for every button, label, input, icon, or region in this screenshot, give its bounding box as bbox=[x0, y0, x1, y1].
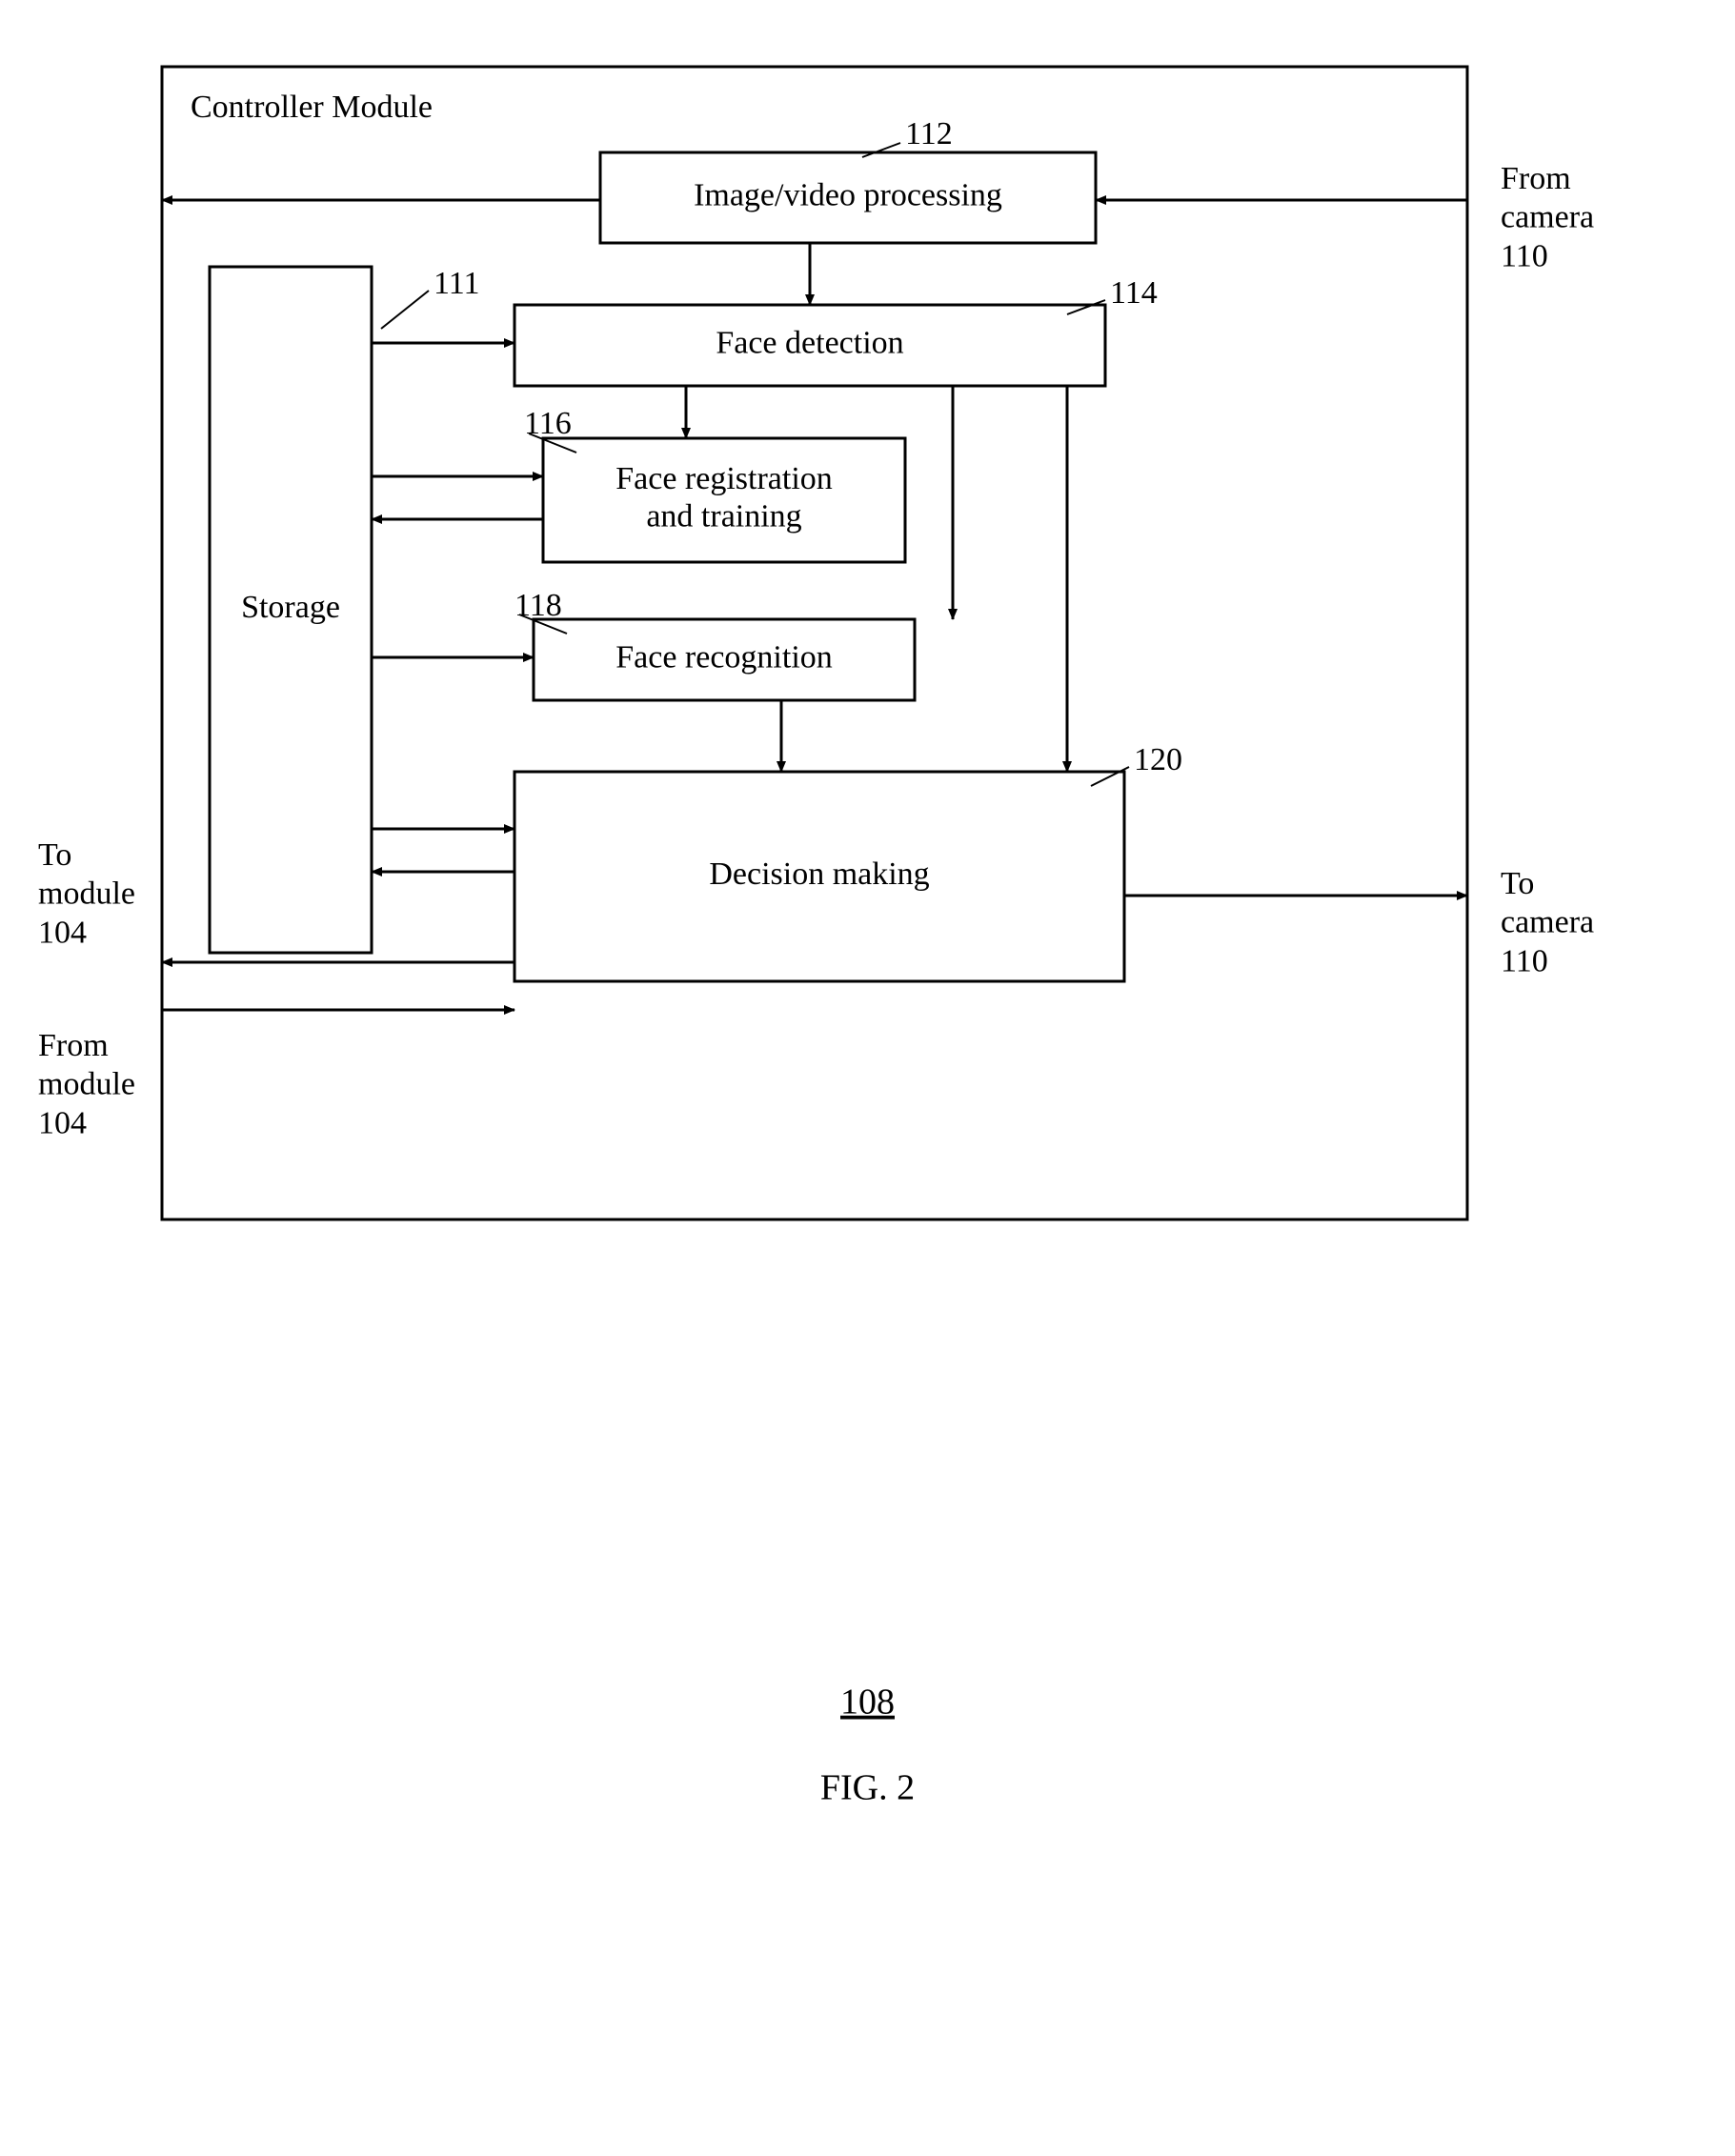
ext-from_module-2: 104 bbox=[38, 1105, 87, 1140]
storage-label-0: Storage bbox=[241, 590, 340, 625]
ext-to_camera-2: 110 bbox=[1501, 943, 1548, 978]
ref-114: 114 bbox=[1110, 275, 1158, 311]
image_video-label-0: Image/video processing bbox=[694, 177, 1002, 212]
face_recog-label-0: Face recognition bbox=[615, 639, 833, 675]
ref-120: 120 bbox=[1134, 742, 1182, 777]
ref-118: 118 bbox=[514, 588, 562, 623]
controller-module-title: Controller Module bbox=[191, 90, 433, 125]
figure-number: 108 bbox=[840, 1682, 895, 1723]
ref-116: 116 bbox=[524, 406, 572, 441]
ext-from_module-0: From bbox=[38, 1028, 109, 1063]
ext-to_camera-0: To bbox=[1501, 866, 1534, 901]
ext-to_module-1: module bbox=[38, 877, 135, 912]
ext-from_camera-2: 110 bbox=[1501, 238, 1548, 273]
ext-from_module-1: module bbox=[38, 1067, 135, 1102]
face_reg-label-1: and training bbox=[646, 498, 801, 534]
figure-caption: FIG. 2 bbox=[820, 1768, 915, 1808]
canvas-background bbox=[0, 0, 1735, 2156]
ext-to_module-2: 104 bbox=[38, 915, 87, 950]
ext-from_camera-0: From bbox=[1501, 161, 1571, 196]
decision-label-0: Decision making bbox=[709, 856, 929, 892]
face_reg-label-0: Face registration bbox=[615, 461, 833, 496]
ref-111: 111 bbox=[434, 266, 479, 301]
ext-to_camera-1: camera bbox=[1501, 905, 1594, 940]
ref-112: 112 bbox=[905, 116, 953, 151]
ext-from_camera-1: camera bbox=[1501, 200, 1594, 235]
face_detection-label-0: Face detection bbox=[716, 325, 903, 360]
ext-to_module-0: To bbox=[38, 837, 71, 873]
